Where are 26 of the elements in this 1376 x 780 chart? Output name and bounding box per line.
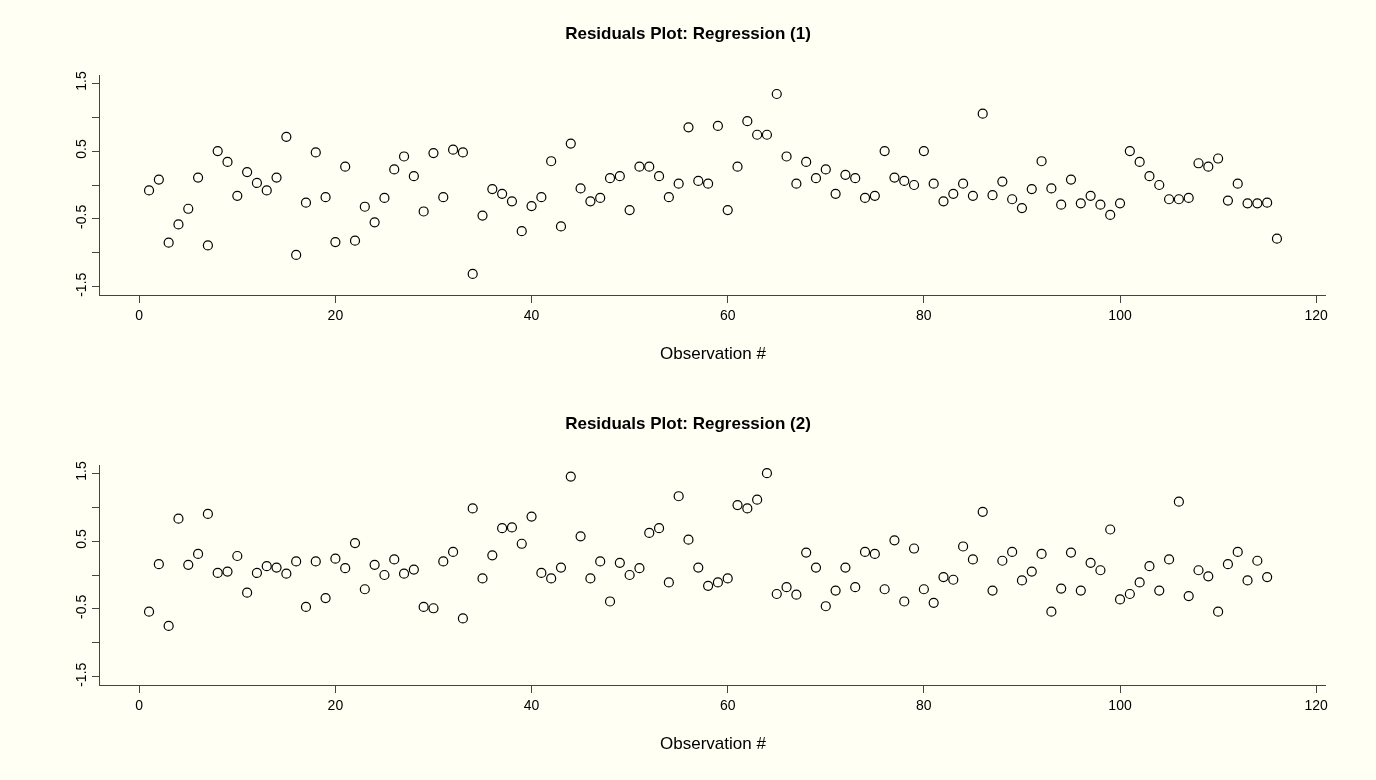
x-tick-label: 100 <box>1108 306 1132 323</box>
x-tick-label: 20 <box>327 306 344 323</box>
x-axis-title: Observation # <box>660 344 767 364</box>
chart-title: Residuals Plot: Regression (2) <box>565 414 811 434</box>
y-tick-label: 0.5 <box>73 529 90 549</box>
x-tick-label: 80 <box>916 696 932 713</box>
x-tick-label: 120 <box>1304 306 1329 323</box>
y-tick-label: -1.5 <box>73 272 90 297</box>
x-tick-label: 60 <box>719 696 736 713</box>
y-tick-label: 1.5 <box>73 71 90 91</box>
x-axis-title: Observation # <box>660 734 767 754</box>
x-tick-label: 60 <box>719 306 736 323</box>
y-tick-label: 0.5 <box>73 139 90 159</box>
x-tick-label: 80 <box>916 306 932 323</box>
x-tick-label: 0 <box>135 306 144 323</box>
y-tick-label: 1.5 <box>73 461 90 481</box>
x-tick-label: 0 <box>135 696 144 713</box>
y-tick-label: -1.5 <box>73 662 90 687</box>
x-tick-label: 20 <box>327 696 344 713</box>
x-tick-label: 100 <box>1108 696 1132 713</box>
x-tick-label: 120 <box>1304 696 1329 713</box>
x-tick-label: 40 <box>523 696 540 713</box>
x-tick-label: 40 <box>523 306 540 323</box>
y-tick-label: -0.5 <box>73 204 90 229</box>
chart-title: Residuals Plot: Regression (1) <box>565 24 811 44</box>
y-tick-label: -0.5 <box>73 594 90 619</box>
